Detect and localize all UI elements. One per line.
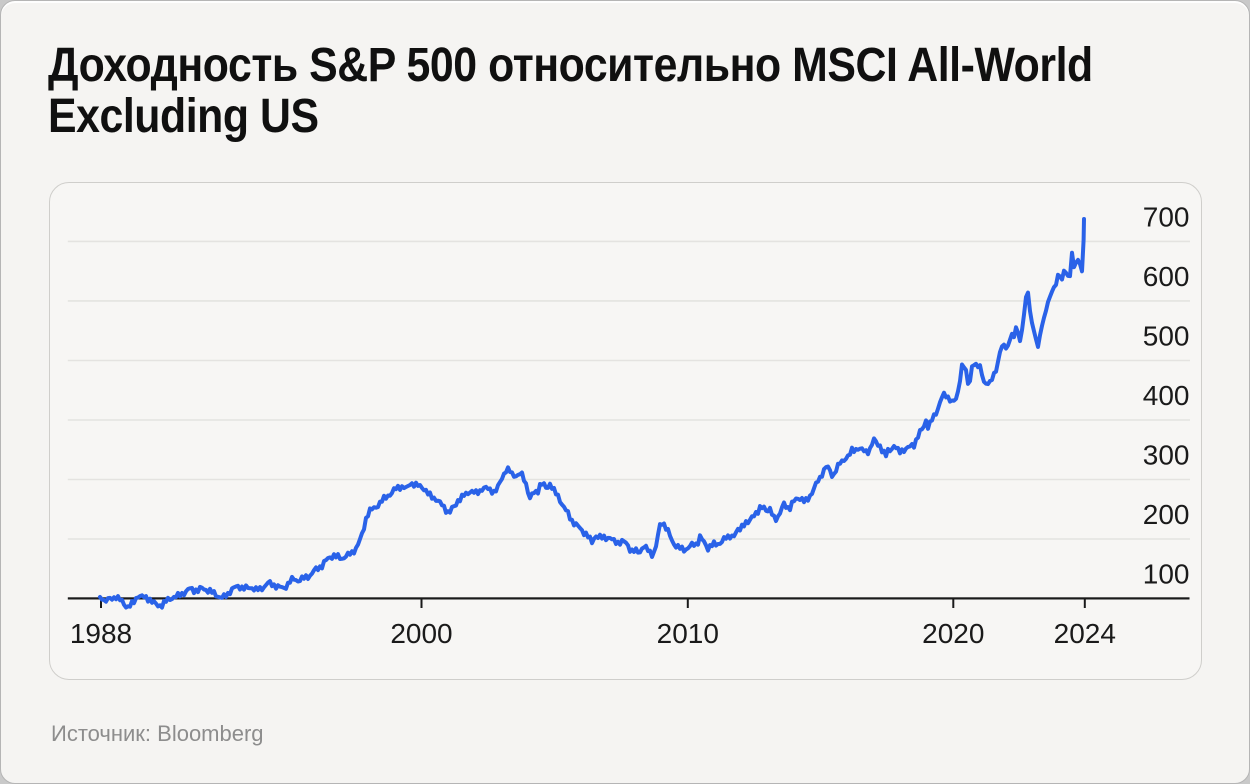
- svg-text:100: 100: [1143, 559, 1190, 590]
- svg-text:2010: 2010: [657, 618, 719, 649]
- svg-text:600: 600: [1143, 261, 1190, 292]
- svg-text:2020: 2020: [922, 618, 984, 649]
- svg-text:2024: 2024: [1054, 618, 1116, 649]
- svg-text:1988: 1988: [70, 618, 132, 649]
- svg-text:500: 500: [1143, 321, 1190, 352]
- svg-text:2000: 2000: [390, 618, 452, 649]
- svg-text:400: 400: [1143, 380, 1190, 411]
- svg-text:700: 700: [1143, 202, 1190, 233]
- svg-text:200: 200: [1143, 499, 1190, 530]
- svg-text:300: 300: [1143, 440, 1190, 471]
